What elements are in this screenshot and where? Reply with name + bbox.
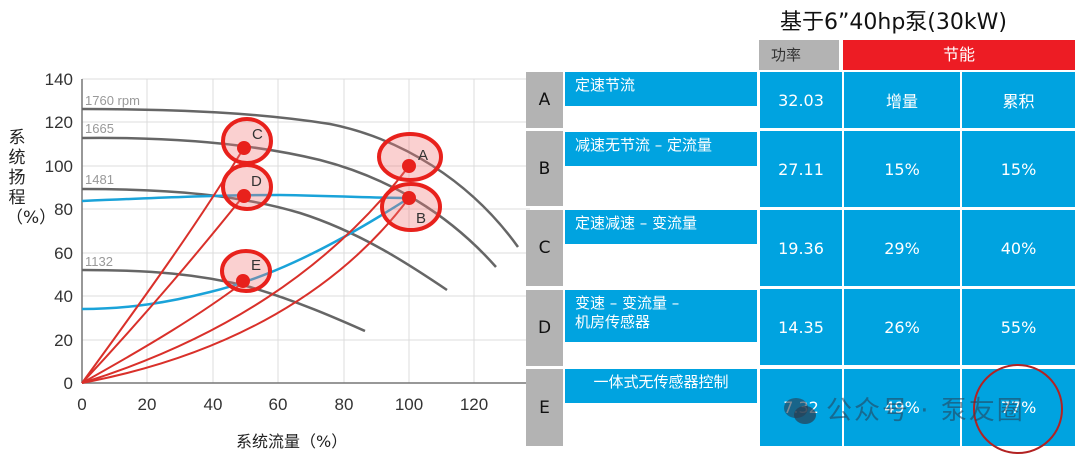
- svg-text:1760 rpm: 1760 rpm: [85, 93, 140, 108]
- header-energy-savings: 节能: [843, 40, 1075, 70]
- point-E: E: [220, 249, 272, 293]
- line-to-E: [81, 280, 246, 384]
- svg-text:C: C: [252, 126, 263, 143]
- svg-text:B: B: [416, 210, 426, 227]
- svg-text:1132: 1132: [85, 254, 113, 269]
- power-D: 14.35: [760, 289, 842, 365]
- svg-text:140: 140: [45, 70, 73, 89]
- system-curves: [81, 193, 410, 311]
- svg-text:E: E: [251, 257, 261, 274]
- cumulative-D: 55%: [962, 289, 1075, 365]
- increment-B: 15%: [844, 131, 960, 207]
- point-A: A: [377, 132, 443, 182]
- increment-C: 29%: [844, 210, 960, 286]
- line-to-B: [81, 197, 410, 384]
- line-to-D: [81, 193, 246, 384]
- subheader-increment: 增量: [844, 72, 960, 128]
- svg-text:120: 120: [460, 395, 488, 414]
- point-C: C: [221, 117, 273, 165]
- speed-labels: 1760 rpm 1665 1481 1132: [85, 93, 140, 269]
- row-label-C: C: [526, 210, 563, 286]
- increment-D: 26%: [844, 289, 960, 365]
- power-A: 32.03: [760, 72, 842, 128]
- row-label-B: B: [526, 131, 563, 206]
- table-title: 基于6”40hp泵(30kW): [780, 10, 1007, 35]
- curve-1132: [81, 268, 366, 333]
- svg-text:60: 60: [269, 395, 288, 414]
- svg-text:100: 100: [45, 157, 73, 176]
- row-desc-C: 定速减速 – 变流量: [565, 210, 757, 244]
- pump-speed-curves: [81, 107, 520, 333]
- svg-text:120: 120: [45, 113, 73, 132]
- increment-E: 49%: [844, 369, 960, 446]
- svg-text:60: 60: [54, 244, 73, 263]
- row-label-A: A: [526, 72, 563, 128]
- cumulative-C: 40%: [962, 210, 1075, 286]
- curve-1665: [81, 136, 497, 268]
- x-axis-label: 系统流量（%）: [236, 432, 348, 451]
- svg-text:100: 100: [395, 395, 423, 414]
- row-label-D: D: [526, 290, 563, 366]
- svg-text:20: 20: [54, 331, 73, 350]
- row-desc-A: 定速节流: [565, 72, 757, 106]
- row-desc-E: 一体式无传感器控制: [565, 369, 757, 403]
- svg-text:80: 80: [335, 395, 354, 414]
- operating-points: A B C D E: [220, 117, 443, 293]
- point-B: B: [380, 182, 442, 232]
- svg-text:1665: 1665: [85, 121, 114, 136]
- variable-flow-curve: [81, 196, 410, 311]
- svg-text:20: 20: [138, 395, 157, 414]
- point-D: D: [221, 163, 273, 211]
- svg-text:40: 40: [204, 395, 223, 414]
- x-tick-labels: 0 20 40 60 80 100 120: [77, 395, 488, 414]
- power-C: 19.36: [760, 210, 842, 286]
- svg-text:D: D: [251, 173, 262, 190]
- curve-1760rpm: [81, 107, 520, 248]
- svg-text:80: 80: [54, 200, 73, 219]
- svg-text:1481: 1481: [85, 172, 114, 187]
- subheader-cumulative: 累积: [962, 72, 1075, 128]
- pump-system-curve-chart: 0 20 40 60 80 100 120 140 0 20 40 60 80 …: [0, 0, 530, 459]
- row-desc-B: 减速无节流 – 定流量: [565, 132, 757, 166]
- watermark-text: 公众号 · 泵友圈: [826, 396, 1025, 426]
- power-B: 27.11: [760, 131, 842, 207]
- row-desc-D: 变速 – 变流量 – 机房传感器: [565, 290, 757, 342]
- y-tick-labels: 0 20 40 60 80 100 120 140: [45, 70, 73, 393]
- svg-text:40: 40: [54, 287, 73, 306]
- row-desc-D-line2: 机房传感器: [575, 313, 651, 331]
- wechat-icon: [784, 398, 816, 424]
- header-power: 功率: [759, 40, 839, 70]
- grid-lines: [82, 78, 530, 383]
- svg-text:A: A: [418, 147, 428, 164]
- y-axis-label: 系统扬程（%）: [6, 128, 57, 228]
- row-desc-D-line1: 变速 – 变流量 –: [575, 294, 680, 312]
- chart-svg: 0 20 40 60 80 100 120 140 0 20 40 60 80 …: [45, 70, 530, 414]
- line-to-A: [81, 165, 410, 384]
- row-label-E: E: [526, 369, 563, 446]
- constant-flow-curve: [81, 193, 410, 203]
- svg-text:0: 0: [77, 395, 86, 414]
- curve-1481: [81, 187, 448, 292]
- svg-text:0: 0: [64, 374, 73, 393]
- highlight-circle-77: [973, 364, 1063, 454]
- cumulative-B: 15%: [962, 131, 1075, 207]
